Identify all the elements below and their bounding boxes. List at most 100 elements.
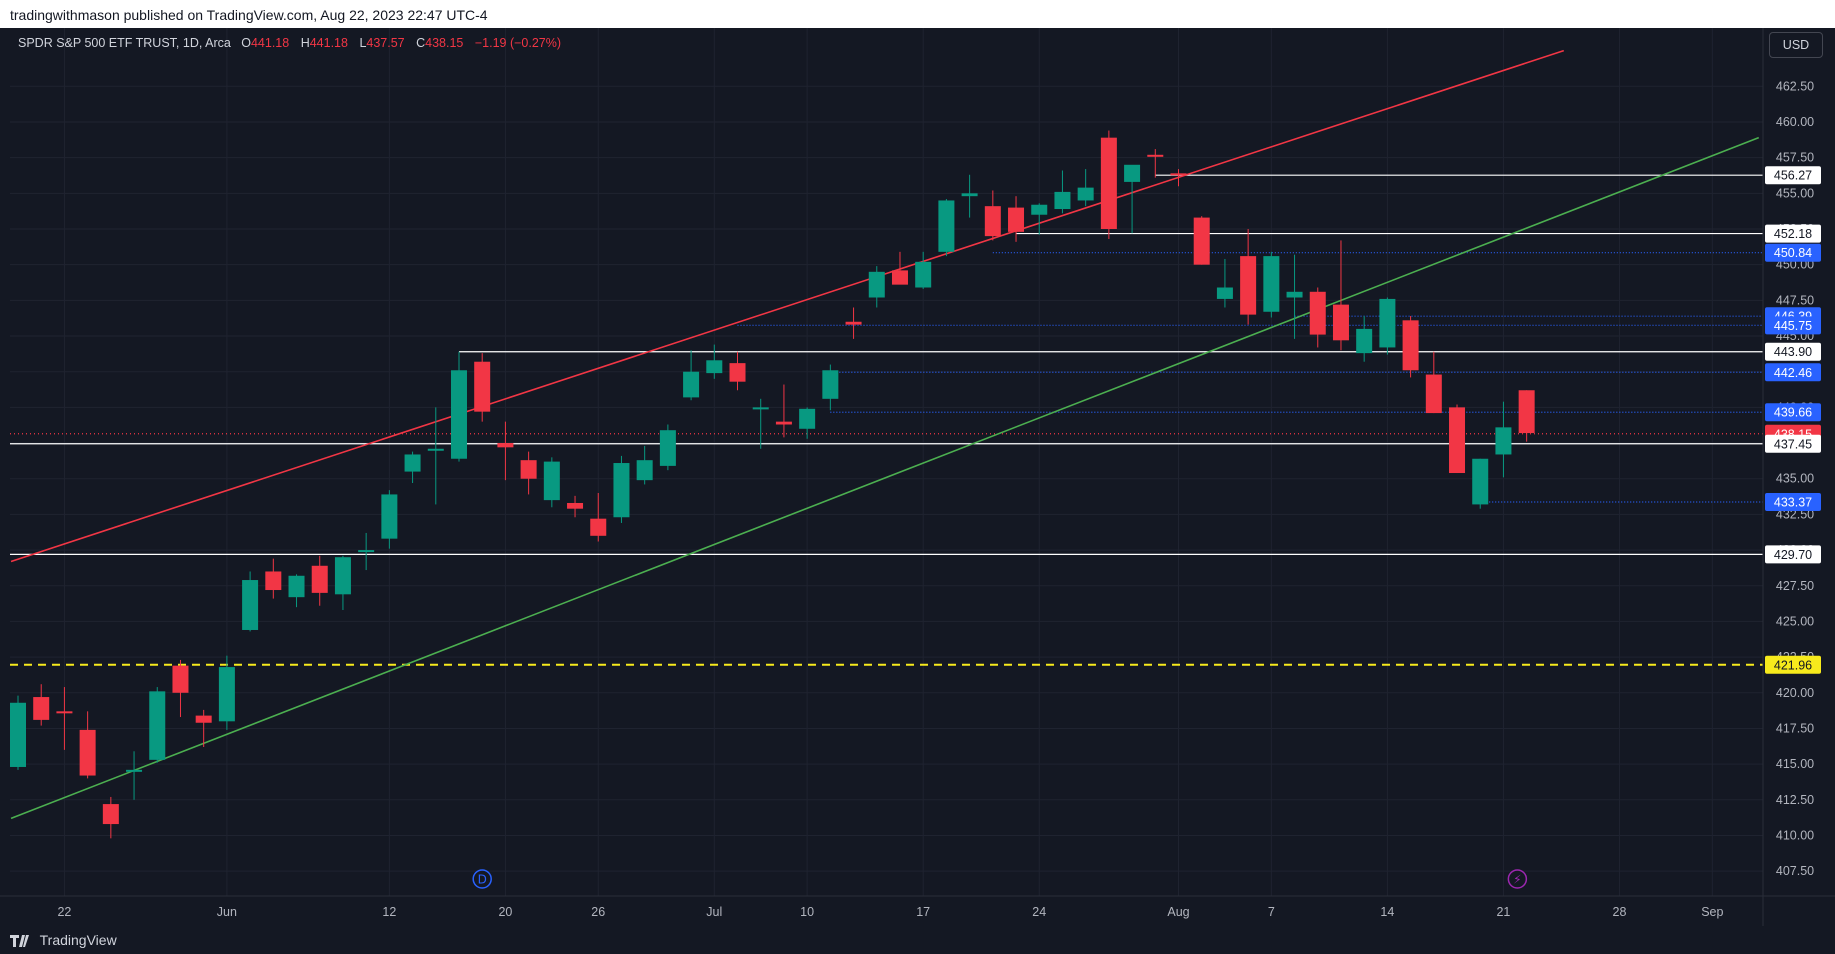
candle-down	[1240, 229, 1257, 325]
candle-down	[1425, 351, 1442, 414]
price-level-label: 433.37	[1774, 495, 1812, 509]
candle-body	[659, 430, 676, 466]
green-channel-line	[10, 136, 1760, 820]
price-level-label-box	[1765, 434, 1821, 453]
price-chart[interactable]: 407.50410.00412.50415.00417.50420.00422.…	[0, 28, 1835, 926]
candle-body	[1286, 291, 1303, 298]
candle-up	[1077, 169, 1094, 207]
candle-up	[613, 455, 630, 523]
candle-up	[636, 445, 653, 485]
x-tick-label: 22	[57, 905, 71, 919]
candle-up	[404, 451, 421, 484]
change-value: −1.19 (−0.27%)	[474, 36, 562, 50]
candle-up	[543, 457, 560, 508]
candle-body	[891, 270, 908, 285]
x-tick-label: 7	[1268, 905, 1275, 919]
candle-down	[1332, 240, 1349, 351]
price-level-label: 439.66	[1774, 406, 1812, 420]
candle-up	[450, 351, 467, 462]
close-label: C	[416, 36, 426, 50]
y-tick-label: 420.00	[1776, 686, 1814, 700]
candle-down	[497, 421, 514, 481]
y-tick-label: 407.50	[1776, 864, 1814, 878]
candle-body	[56, 711, 73, 714]
candle-up	[358, 532, 375, 571]
candle-body	[520, 460, 537, 479]
candle-up	[706, 344, 723, 379]
open-label: O	[241, 36, 251, 50]
candle-body	[543, 461, 560, 501]
candle-body	[288, 575, 305, 598]
price-level-label: 450.84	[1774, 246, 1812, 260]
candle-up	[961, 174, 978, 218]
price-level-label-box	[1765, 655, 1821, 674]
candle-body	[984, 206, 1001, 237]
candle-up	[1031, 203, 1048, 235]
candle-down	[79, 711, 96, 779]
candle-body	[915, 261, 932, 288]
candle-body	[265, 571, 282, 591]
y-tick-label: 427.50	[1776, 579, 1814, 593]
candle-up	[1379, 297, 1396, 355]
candle-down	[172, 659, 189, 718]
candle-down	[1008, 196, 1025, 242]
price-level-label-box	[1765, 166, 1821, 185]
price-level-label: 443.90	[1774, 345, 1812, 359]
low-value: 437.57	[366, 36, 405, 50]
candle-body	[961, 193, 978, 197]
candle-body	[33, 697, 50, 720]
candle-up	[1216, 258, 1233, 308]
candle-body	[1518, 390, 1535, 434]
candle-up	[868, 266, 885, 308]
candle-down	[474, 353, 491, 422]
candle-down	[1147, 149, 1164, 178]
x-tick-label: 28	[1613, 905, 1627, 919]
candle-up	[915, 251, 932, 289]
candle-body	[79, 729, 96, 776]
candle-body	[126, 769, 143, 772]
x-tick-label: Jul	[706, 905, 722, 919]
chart-pane[interactable]: 407.50410.00412.50415.00417.50420.00422.…	[0, 28, 1835, 926]
candle-body	[1170, 173, 1187, 176]
y-tick-label: 460.00	[1776, 115, 1814, 129]
published-header: tradingwithmason published on TradingVie…	[0, 0, 1835, 30]
x-tick-label: 20	[498, 905, 512, 919]
price-level-label: 442.46	[1774, 366, 1812, 380]
footer-brand: TradingView	[39, 932, 117, 948]
candle-body	[1356, 328, 1373, 354]
x-tick-label: Aug	[1167, 905, 1189, 919]
y-tick-label: 410.00	[1776, 828, 1814, 842]
price-level-label-box	[1765, 403, 1821, 422]
candle-up	[334, 555, 351, 611]
candle-body	[845, 321, 862, 325]
candle-body	[683, 371, 700, 398]
currency-button[interactable]: USD	[1769, 32, 1823, 58]
candle-down	[845, 307, 862, 339]
candle-down	[984, 190, 1001, 241]
candle-up	[799, 407, 816, 439]
x-tick-label: 12	[382, 905, 396, 919]
x-tick-label: 14	[1380, 905, 1394, 919]
x-tick-label: Sep	[1701, 905, 1723, 919]
candle-down	[567, 495, 584, 518]
price-level-label-box	[1765, 492, 1821, 511]
candle-body	[1240, 256, 1257, 315]
candle-body	[218, 667, 235, 722]
tradingview-logo-icon	[10, 935, 29, 948]
candle-body	[1379, 298, 1396, 348]
low-label: L	[359, 36, 367, 50]
close-value: 438.15	[425, 36, 464, 50]
x-tick-label: 26	[591, 905, 605, 919]
candle-body	[1031, 204, 1048, 215]
candle-body	[613, 463, 630, 518]
y-tick-label: 415.00	[1776, 757, 1814, 771]
y-tick-label: 455.00	[1776, 186, 1814, 200]
candle-body	[1472, 458, 1489, 505]
price-level-label-box	[1765, 316, 1821, 335]
footer-bar: TradingView	[0, 926, 1835, 954]
candle-up	[1472, 458, 1489, 509]
price-level-label: 429.70	[1774, 548, 1812, 562]
candle-body	[1309, 291, 1326, 335]
candle-up	[1124, 164, 1141, 234]
earnings-marker-glyph: ⚡	[1513, 873, 1521, 887]
